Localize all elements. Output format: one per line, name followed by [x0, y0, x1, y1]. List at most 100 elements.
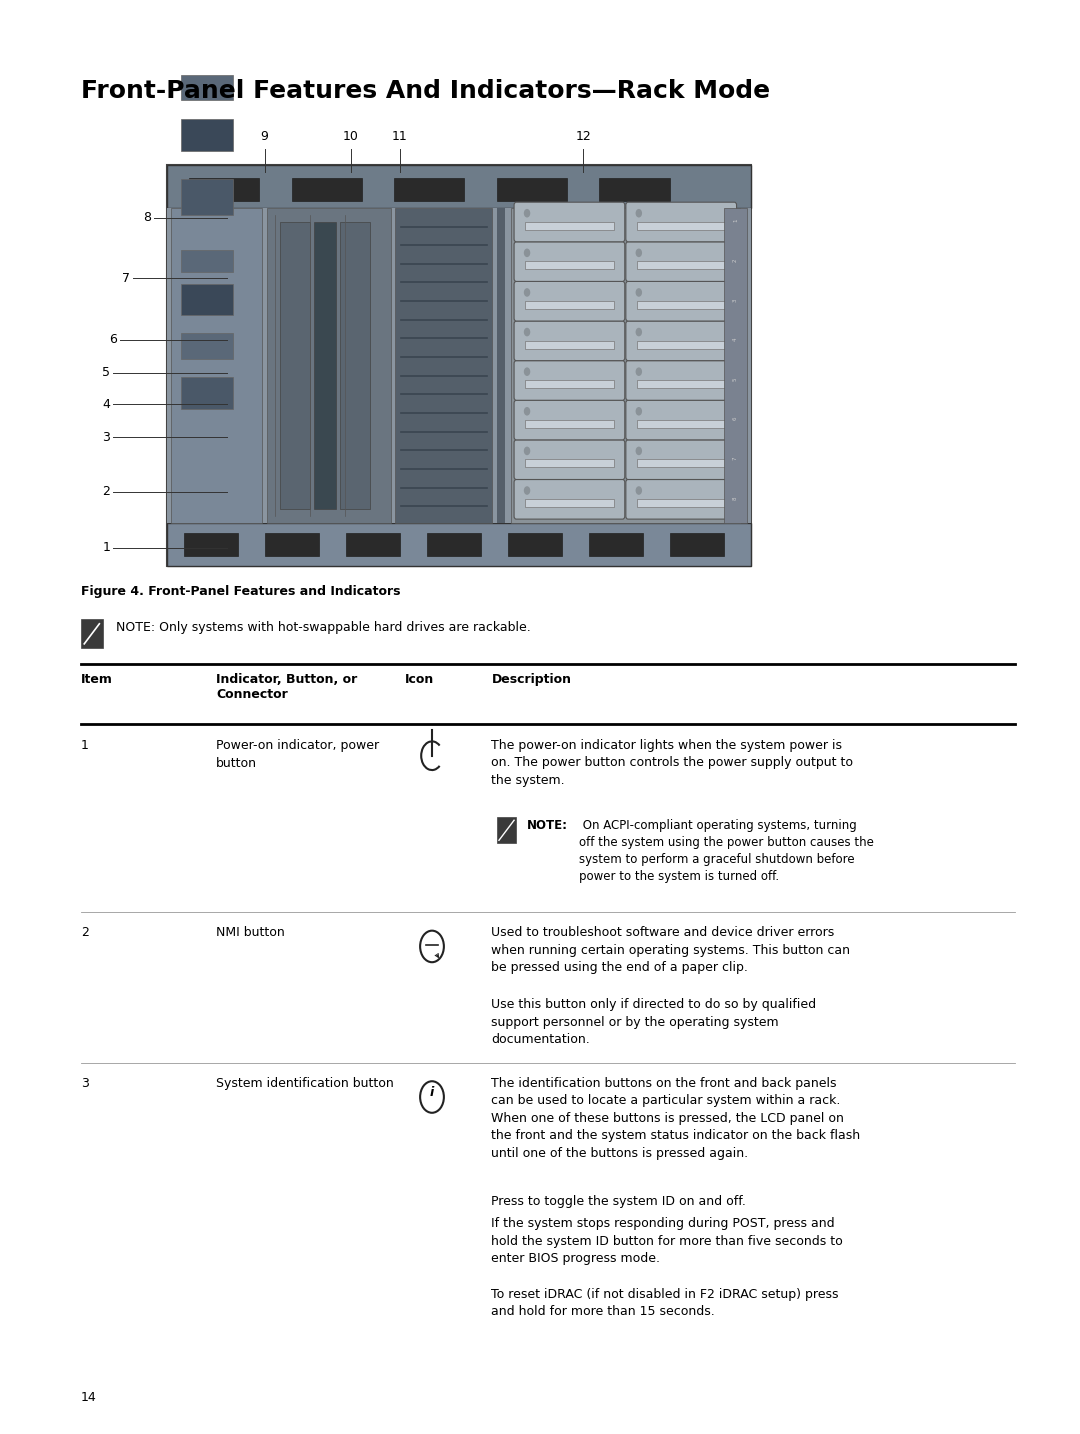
- Circle shape: [524, 486, 530, 495]
- Bar: [280, 222, 310, 509]
- Bar: [636, 499, 726, 508]
- Text: Indicator, Button, or
Connector: Indicator, Button, or Connector: [216, 673, 357, 701]
- FancyBboxPatch shape: [625, 281, 737, 321]
- Text: NOTE: Only systems with hot-swappable hard drives are rackable.: NOTE: Only systems with hot-swappable ha…: [116, 621, 530, 634]
- Bar: [599, 178, 670, 201]
- Circle shape: [524, 248, 530, 257]
- Bar: [525, 380, 615, 389]
- Bar: [636, 261, 726, 270]
- Bar: [181, 75, 233, 100]
- Circle shape: [635, 209, 642, 218]
- Text: Used to troubleshoot software and device driver errors
when running certain oper: Used to troubleshoot software and device…: [491, 926, 850, 974]
- Circle shape: [524, 288, 530, 297]
- Text: NOTE:: NOTE:: [527, 819, 568, 832]
- Bar: [427, 533, 481, 556]
- FancyBboxPatch shape: [514, 360, 624, 400]
- Bar: [292, 178, 362, 201]
- Bar: [525, 420, 615, 427]
- Text: 2: 2: [81, 926, 89, 939]
- Text: 9: 9: [260, 130, 269, 143]
- Bar: [525, 222, 615, 229]
- Text: 12: 12: [576, 130, 591, 143]
- Text: 7: 7: [733, 456, 738, 460]
- Text: If the system stops responding during POST, press and
hold the system ID button : If the system stops responding during PO…: [491, 1217, 843, 1265]
- Bar: [636, 459, 726, 467]
- Text: 8: 8: [144, 211, 151, 225]
- FancyBboxPatch shape: [625, 360, 737, 400]
- Text: 1: 1: [103, 541, 110, 555]
- Bar: [265, 533, 319, 556]
- Bar: [181, 179, 233, 215]
- Text: 8: 8: [733, 496, 738, 499]
- Bar: [181, 119, 233, 151]
- Bar: [314, 222, 336, 509]
- Text: NMI button: NMI button: [216, 926, 285, 939]
- Bar: [81, 619, 103, 648]
- Bar: [497, 208, 505, 523]
- Bar: [167, 165, 751, 208]
- Text: i: i: [430, 1086, 434, 1100]
- Bar: [724, 208, 747, 523]
- Circle shape: [524, 446, 530, 455]
- FancyBboxPatch shape: [625, 440, 737, 479]
- Bar: [636, 420, 726, 427]
- Bar: [525, 459, 615, 467]
- Bar: [589, 533, 643, 556]
- Bar: [181, 333, 233, 358]
- Bar: [497, 178, 567, 201]
- Bar: [636, 301, 726, 308]
- Text: 5: 5: [103, 366, 110, 380]
- FancyBboxPatch shape: [514, 400, 624, 440]
- Text: Use this button only if directed to do so by qualified
support personnel or by t: Use this button only if directed to do s…: [491, 998, 816, 1045]
- Bar: [340, 222, 370, 509]
- Bar: [346, 533, 400, 556]
- Text: 4: 4: [103, 397, 110, 412]
- Text: 11: 11: [392, 130, 407, 143]
- FancyBboxPatch shape: [514, 321, 624, 361]
- FancyBboxPatch shape: [514, 202, 624, 242]
- Text: Figure 4. Front-Panel Features and Indicators: Figure 4. Front-Panel Features and Indic…: [81, 585, 401, 598]
- Text: 10: 10: [343, 130, 359, 143]
- Circle shape: [635, 486, 642, 495]
- Circle shape: [635, 288, 642, 297]
- Bar: [181, 377, 233, 409]
- Circle shape: [524, 209, 530, 218]
- FancyBboxPatch shape: [514, 281, 624, 321]
- Text: To reset iDRAC (if not disabled in F2 iDRAC setup) press
and hold for more than : To reset iDRAC (if not disabled in F2 iD…: [491, 1288, 839, 1318]
- Text: Description: Description: [491, 673, 571, 685]
- Bar: [497, 817, 516, 843]
- Text: 7: 7: [122, 271, 130, 285]
- Text: 3: 3: [733, 298, 738, 301]
- Circle shape: [524, 328, 530, 337]
- Text: System identification button: System identification button: [216, 1077, 394, 1090]
- Bar: [184, 533, 238, 556]
- FancyBboxPatch shape: [625, 321, 737, 361]
- FancyBboxPatch shape: [625, 242, 737, 281]
- Bar: [525, 499, 615, 508]
- Text: 4: 4: [733, 337, 738, 341]
- Text: On ACPI-compliant operating systems, turning
off the system using the power butt: On ACPI-compliant operating systems, tur…: [579, 819, 874, 883]
- Bar: [395, 208, 492, 523]
- Bar: [636, 340, 726, 348]
- Circle shape: [635, 446, 642, 455]
- Bar: [636, 222, 726, 229]
- Bar: [189, 178, 259, 201]
- Text: Front-Panel Features And Indicators—Rack Mode: Front-Panel Features And Indicators—Rack…: [81, 79, 770, 103]
- Bar: [636, 380, 726, 389]
- FancyBboxPatch shape: [625, 479, 737, 519]
- Bar: [167, 523, 751, 566]
- Bar: [394, 178, 464, 201]
- Circle shape: [635, 407, 642, 416]
- Text: 3: 3: [81, 1077, 89, 1090]
- Text: 1: 1: [81, 739, 89, 751]
- Bar: [171, 208, 262, 523]
- FancyBboxPatch shape: [167, 165, 751, 566]
- Bar: [167, 208, 751, 523]
- Text: 3: 3: [103, 430, 110, 445]
- Circle shape: [524, 407, 530, 416]
- Text: 5: 5: [733, 377, 738, 381]
- Text: The power-on indicator lights when the system power is
on. The power button cont: The power-on indicator lights when the s…: [491, 739, 853, 786]
- Text: Icon: Icon: [405, 673, 434, 685]
- Text: Press to toggle the system ID on and off.: Press to toggle the system ID on and off…: [491, 1195, 746, 1207]
- Bar: [508, 533, 562, 556]
